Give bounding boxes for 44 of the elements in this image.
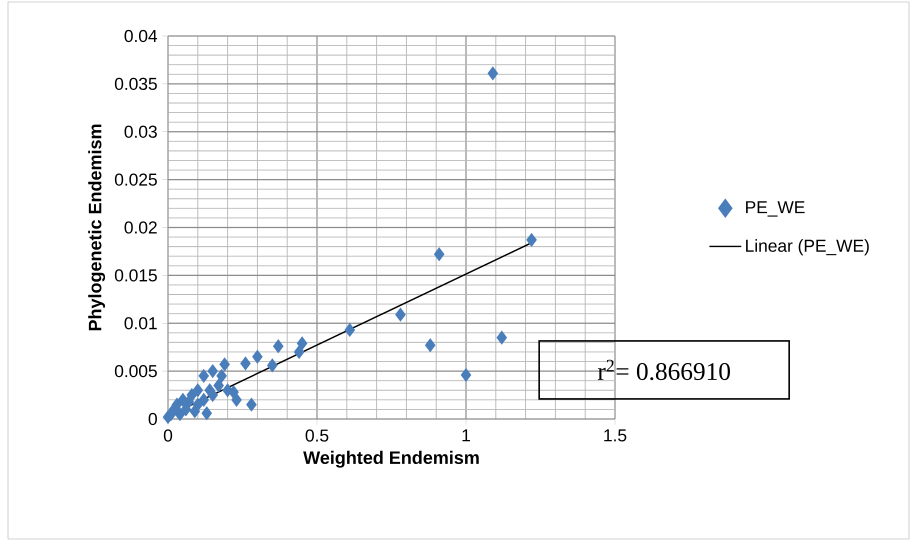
y-tick-label: 0.04 [124,30,158,42]
point [460,368,472,382]
x-tick-label: 1.5 [604,429,626,442]
point [344,323,356,337]
y-tick-label: 0.035 [114,78,157,90]
y-tick-label: 0.025 [114,173,157,186]
point [198,368,210,383]
point [190,404,200,418]
point [192,383,204,398]
point [496,330,508,345]
point [213,378,224,392]
point [219,357,230,372]
y-axis-title: Phylogenetic Endemism [88,124,106,330]
point [267,358,278,372]
x-tick-label: 1 [462,429,470,442]
point [424,338,436,352]
point [272,339,284,354]
x-axis-title: Weighted Endemism [303,450,479,468]
y-tick-label: 0 [148,412,157,426]
x-tick-label: 0 [164,429,172,442]
legend-label: PE_WE [746,201,805,217]
x-tick-label: 0.5 [306,429,328,442]
annotation: r$^{2}$= 0.866910 [598,360,730,380]
point [294,345,304,359]
point [240,356,251,370]
point [395,308,406,322]
point [216,368,227,383]
y-tick-label: 0.01 [124,317,157,330]
point [246,398,257,412]
y-tick-label: 0.03 [124,126,157,138]
point [207,364,218,378]
point [174,407,186,422]
y-tick-label: 0.015 [114,269,157,282]
point [198,392,210,407]
y-tick-label: 0.02 [124,221,157,234]
y-tick-label: 0.005 [114,364,157,378]
point [488,66,498,80]
point [201,406,212,420]
point [252,350,263,364]
point [296,336,308,350]
legend-label: Linear (PE_WE) [746,239,869,256]
point [434,247,444,262]
point [222,383,233,398]
point [526,233,537,247]
